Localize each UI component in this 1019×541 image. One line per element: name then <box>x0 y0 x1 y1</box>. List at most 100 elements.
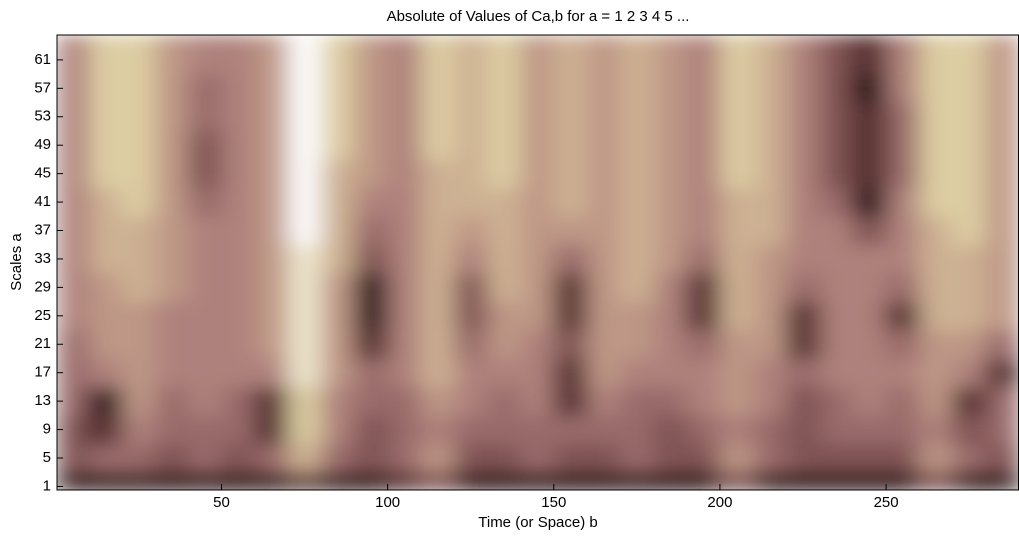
heatmap-cell <box>753 273 787 303</box>
heatmap-cell <box>254 301 289 331</box>
heatmap-cell <box>819 415 854 445</box>
heatmap-cell <box>852 35 887 75</box>
heatmap-cell <box>753 102 787 132</box>
heatmap-cell <box>686 244 721 274</box>
heatmap-cell <box>819 443 854 473</box>
heatmap-cell <box>121 130 156 161</box>
heatmap-cell <box>387 301 422 331</box>
heatmap-cell <box>221 102 256 132</box>
heatmap-cell <box>287 415 322 445</box>
heatmap-cell <box>852 130 887 161</box>
heatmap-cell <box>254 415 289 445</box>
heatmap-cell <box>952 358 987 388</box>
heatmap-cell <box>188 301 223 331</box>
heatmap-cell <box>454 216 488 246</box>
heatmap-cell <box>321 330 356 360</box>
heatmap-cell <box>221 273 256 303</box>
y-tick-label: 25 <box>34 307 51 324</box>
heatmap-cell <box>852 358 887 388</box>
heatmap-cell <box>88 130 123 161</box>
heatmap-cell <box>520 102 555 132</box>
heatmap-cell <box>952 216 987 246</box>
heatmap-cell <box>454 35 488 75</box>
heatmap-cell <box>321 159 356 189</box>
heatmap-cell <box>354 386 389 416</box>
heatmap-cell <box>952 74 987 104</box>
y-axis-label: Scales a <box>8 233 25 291</box>
heatmap-cell <box>57 35 90 75</box>
x-axis-label: Time (or Space) b <box>478 514 597 531</box>
heatmap-cell <box>952 443 987 473</box>
heatmap-cell <box>719 273 754 303</box>
heatmap-cell <box>354 472 389 490</box>
heatmap-cell <box>686 187 721 217</box>
heatmap-cell <box>454 301 488 331</box>
heatmap-cell <box>321 102 356 132</box>
heatmap-cell <box>321 415 356 445</box>
heatmap-cell <box>287 330 322 360</box>
heatmap-cell <box>155 301 189 331</box>
chart-title: Absolute of Values of Ca,b for a = 1 2 3… <box>387 8 690 25</box>
heatmap-cell <box>420 415 455 445</box>
heatmap-cell <box>487 443 522 473</box>
heatmap-cell <box>188 244 223 274</box>
heatmap-cell <box>254 443 289 473</box>
heatmap-cell <box>919 386 954 416</box>
y-tick-label: 61 <box>34 51 51 68</box>
heatmap-cell <box>354 102 389 132</box>
heatmap-cell <box>587 130 621 161</box>
heatmap-cell <box>852 472 887 490</box>
heatmap-cell <box>487 358 522 388</box>
heatmap-cell <box>753 415 787 445</box>
heatmap-cell <box>753 330 787 360</box>
heatmap-cell <box>886 216 920 246</box>
heatmap-cell <box>287 443 322 473</box>
heatmap-cell <box>587 358 621 388</box>
heatmap-cell <box>620 187 655 217</box>
heatmap-cell <box>188 74 223 104</box>
heatmap-cell <box>454 273 488 303</box>
heatmap-cell <box>553 216 588 246</box>
heatmap-cell <box>719 159 754 189</box>
heatmap-cell <box>387 159 422 189</box>
heatmap-cell <box>620 415 655 445</box>
heatmap-cell <box>786 273 821 303</box>
heatmap-cell <box>653 187 688 217</box>
heatmap-cell <box>454 415 488 445</box>
heatmap-cell <box>852 159 887 189</box>
heatmap-cell <box>753 443 787 473</box>
heatmap-cell <box>254 358 289 388</box>
heatmap-cell <box>952 472 987 490</box>
heatmap-cell <box>886 358 920 388</box>
heatmap-cell <box>886 187 920 217</box>
heatmap-cell <box>420 187 455 217</box>
heatmap-cell <box>653 74 688 104</box>
heatmap-cell <box>321 273 356 303</box>
heatmap-cell <box>88 159 123 189</box>
heatmap-cell <box>387 74 422 104</box>
heatmap-cell <box>886 443 920 473</box>
y-tick-label: 13 <box>34 392 51 409</box>
heatmap-cell <box>553 102 588 132</box>
heatmap-cell <box>886 130 920 161</box>
heatmap-cell <box>919 244 954 274</box>
heatmap-cell <box>620 472 655 490</box>
heatmap-cell <box>886 244 920 274</box>
heatmap-cell <box>487 74 522 104</box>
heatmap-cell <box>155 472 189 490</box>
heatmap-cell <box>254 35 289 75</box>
heatmap-cell <box>886 35 920 75</box>
heatmap-cell <box>686 273 721 303</box>
heatmap-cell <box>287 102 322 132</box>
heatmap-cell <box>420 443 455 473</box>
heatmap-cell <box>121 74 156 104</box>
heatmap-cell <box>121 415 156 445</box>
heatmap-cell <box>819 187 854 217</box>
heatmap-cell <box>686 415 721 445</box>
heatmap-cell <box>487 472 522 490</box>
heatmap-cell <box>121 102 156 132</box>
heatmap-cell <box>387 216 422 246</box>
heatmap-cell <box>952 273 987 303</box>
y-tick-label: 45 <box>34 165 51 182</box>
heatmap-cell <box>553 301 588 331</box>
